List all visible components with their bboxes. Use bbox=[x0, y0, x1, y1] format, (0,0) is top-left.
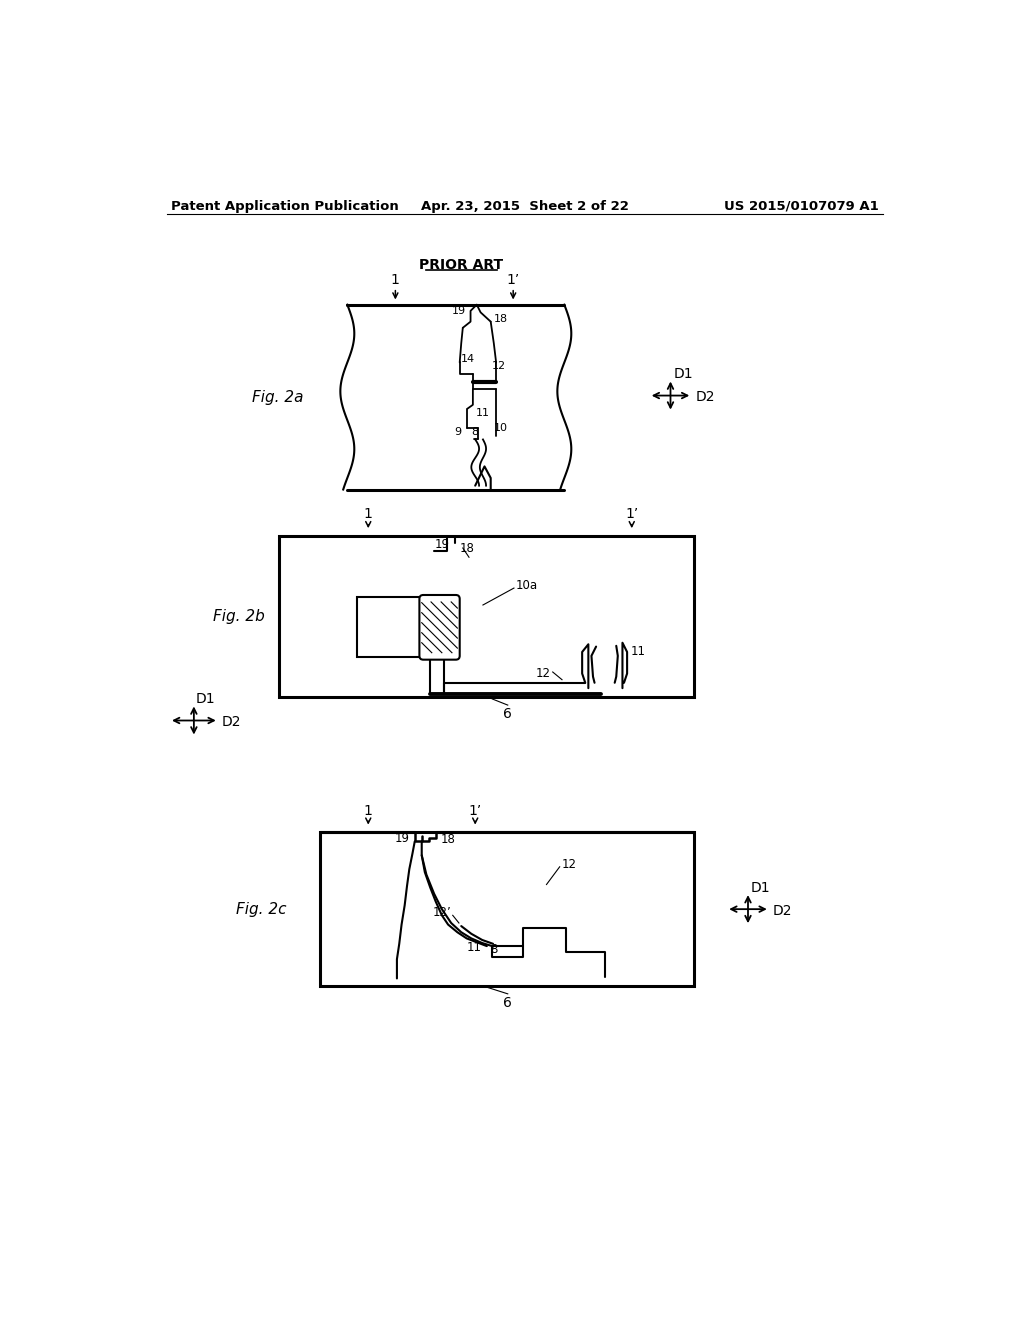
Text: 19: 19 bbox=[394, 832, 410, 845]
Text: 1: 1 bbox=[364, 507, 373, 521]
Text: 12: 12 bbox=[562, 858, 577, 871]
Text: 12’: 12’ bbox=[432, 907, 452, 920]
FancyBboxPatch shape bbox=[420, 595, 460, 660]
Bar bbox=[321, 832, 693, 986]
Text: 1: 1 bbox=[364, 804, 373, 818]
Text: 14: 14 bbox=[461, 354, 475, 363]
Text: 1’: 1’ bbox=[507, 273, 520, 286]
Bar bbox=[280, 536, 693, 697]
Text: 8: 8 bbox=[489, 944, 498, 957]
Text: 19: 19 bbox=[434, 539, 450, 552]
Text: D1: D1 bbox=[674, 367, 693, 381]
Text: D1: D1 bbox=[196, 692, 215, 706]
Text: 1: 1 bbox=[391, 273, 399, 286]
Text: D1: D1 bbox=[751, 880, 771, 895]
Text: 10: 10 bbox=[494, 422, 508, 433]
Text: 6: 6 bbox=[504, 997, 512, 1010]
Text: 8: 8 bbox=[472, 426, 479, 437]
Text: 19: 19 bbox=[452, 306, 466, 315]
Text: 11: 11 bbox=[630, 645, 645, 659]
Text: 12: 12 bbox=[493, 362, 507, 371]
Text: 11: 11 bbox=[467, 941, 482, 954]
Text: 1’: 1’ bbox=[625, 507, 638, 521]
Text: 12: 12 bbox=[536, 667, 550, 680]
Text: 18: 18 bbox=[460, 541, 474, 554]
Text: D2: D2 bbox=[773, 904, 793, 917]
Text: 9: 9 bbox=[454, 426, 461, 437]
Text: PRIOR ART: PRIOR ART bbox=[419, 257, 504, 272]
Text: Fig. 2a: Fig. 2a bbox=[252, 389, 303, 405]
Text: 1’: 1’ bbox=[469, 804, 482, 818]
Text: Fig. 2c: Fig. 2c bbox=[237, 902, 287, 916]
Text: 18: 18 bbox=[440, 833, 456, 846]
Bar bbox=[356, 598, 425, 657]
Text: 6: 6 bbox=[504, 708, 512, 721]
Text: 11: 11 bbox=[476, 408, 489, 417]
Text: 10a: 10a bbox=[515, 579, 538, 593]
Text: US 2015/0107079 A1: US 2015/0107079 A1 bbox=[724, 199, 879, 213]
Text: Patent Application Publication: Patent Application Publication bbox=[171, 199, 398, 213]
Text: Fig. 2b: Fig. 2b bbox=[213, 609, 265, 624]
Text: Apr. 23, 2015  Sheet 2 of 22: Apr. 23, 2015 Sheet 2 of 22 bbox=[421, 199, 629, 213]
Text: D2: D2 bbox=[695, 391, 715, 404]
Text: D2: D2 bbox=[222, 715, 242, 729]
Text: 18: 18 bbox=[494, 314, 508, 323]
